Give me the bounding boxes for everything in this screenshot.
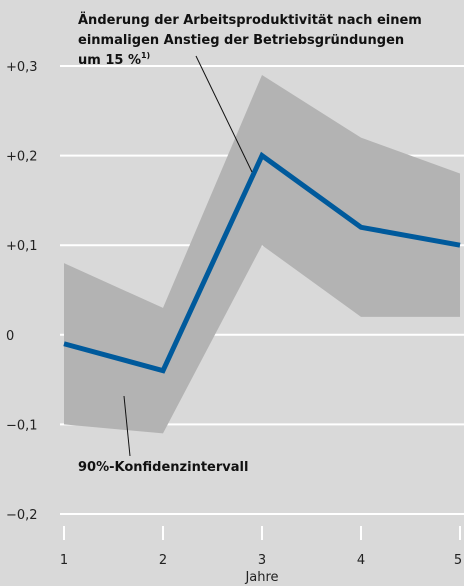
series-annotation-line-2: einmaligen Anstieg der Betriebsgründunge…: [78, 33, 404, 48]
x-tick-label: 1: [60, 553, 68, 568]
y-tick-label: +0,2: [6, 150, 38, 165]
y-tick-label: −0,2: [6, 508, 38, 523]
series-annotation-text: um 15 %: [78, 53, 141, 68]
y-tick-label: 0: [6, 329, 14, 344]
series-annotation-line-1: Änderung der Arbeitsproduktivität nach e…: [78, 12, 422, 28]
x-tick-label: 5: [454, 553, 462, 568]
band-annotation-leader: [123, 395, 131, 457]
y-tick-label: +0,1: [6, 239, 38, 254]
series-annotation-line-3: um 15 %1): [78, 51, 150, 68]
band-annotation-label: 90%-Konfidenzintervall: [78, 460, 248, 475]
x-tick-label: 4: [357, 553, 365, 568]
confidence-band: [64, 74, 460, 434]
x-tick-label: 2: [159, 553, 167, 568]
series-annotation-leader: [195, 55, 253, 173]
series-line: [63, 151, 461, 374]
x-tick-label: 3: [258, 553, 266, 568]
series-annotation-footnote: 1): [141, 51, 150, 60]
axis-ticks: +0,3 +0,2 +0,1 0 −0,1 −0,2 1 2 3 4 5: [6, 60, 462, 568]
y-tick-label: −0,1: [6, 418, 38, 433]
confidence-band-layer: [64, 74, 460, 434]
y-tick-label: +0,3: [6, 60, 38, 75]
x-axis-label: Jahre: [244, 570, 278, 585]
series-layer: [63, 151, 461, 374]
